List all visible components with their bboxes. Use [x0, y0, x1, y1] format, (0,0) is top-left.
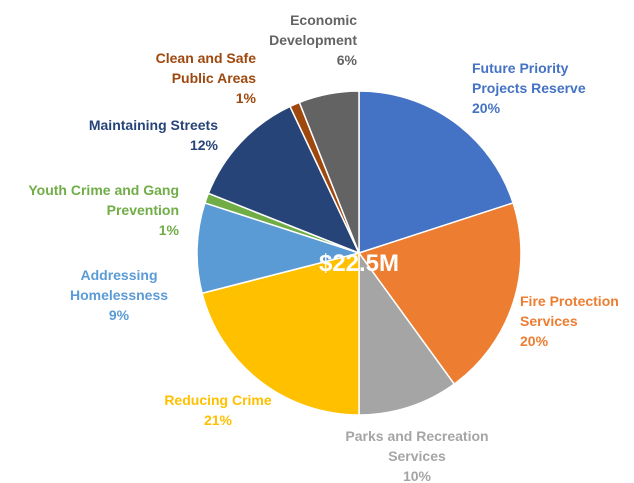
slice-label: Fire Protection Services 20%	[520, 291, 634, 351]
category-label: Future Priority Projects Reserve	[472, 60, 586, 96]
slice-label: Future Priority Projects Reserve 20%	[472, 58, 612, 118]
slice-label: Parks and Recreation Services 10%	[342, 426, 492, 483]
category-label: Economic Development	[269, 12, 357, 48]
percent-label: 21%	[203, 412, 233, 428]
category-label: Reducing Crime	[164, 392, 272, 408]
slice-label: Economic Development 6%	[237, 10, 357, 70]
slice-label: Addressing Homelessness 9%	[54, 265, 184, 325]
percent-label: 10%	[402, 468, 432, 483]
slice-label: Clean and Safe Public Areas 1%	[126, 48, 256, 108]
center-label: $22.5M	[318, 250, 400, 277]
slice-label: Reducing Crime 21%	[158, 390, 278, 430]
pie-slice	[298, 90, 360, 254]
category-label: Addressing Homelessness	[69, 267, 169, 303]
pie-slice	[196, 201, 362, 295]
percent-label: 1%	[158, 222, 179, 238]
percent-label: 9%	[108, 307, 130, 323]
slice-label: Youth Crime and Gang Prevention 1%	[0, 180, 179, 240]
pie-slice	[358, 90, 515, 255]
pie-slice	[358, 250, 456, 416]
percent-label: 1%	[235, 90, 256, 106]
slice-label: Maintaining Streets 12%	[48, 115, 218, 155]
category-label: Clean and Safe Public Areas	[155, 50, 256, 86]
pie-slice	[357, 201, 522, 386]
pie-slice	[201, 252, 360, 416]
category-label: Fire Protection Services	[520, 293, 619, 329]
percent-label: 20%	[472, 100, 501, 116]
category-label: Maintaining Streets	[88, 117, 218, 133]
category-label: Youth Crime and Gang Prevention	[28, 182, 179, 218]
percent-label: 6%	[336, 52, 357, 68]
percent-label: 12%	[189, 137, 218, 153]
category-label: Parks and Recreation Services	[345, 428, 489, 464]
pie-slice	[207, 105, 361, 255]
percent-label: 20%	[520, 333, 549, 349]
